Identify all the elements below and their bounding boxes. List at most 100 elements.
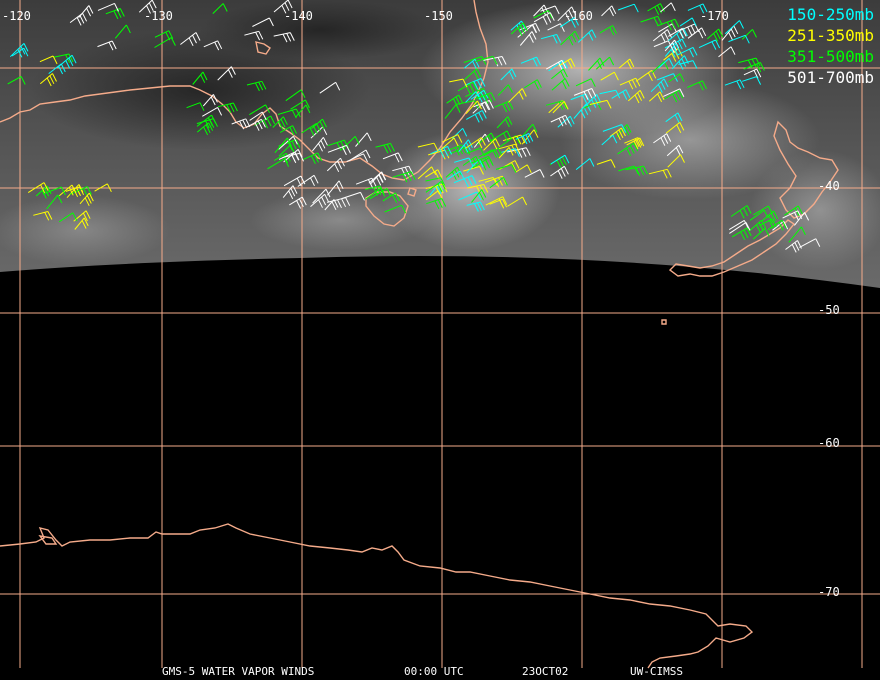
wind-barb <box>326 197 351 209</box>
wind-barb <box>467 184 489 195</box>
wind-barb <box>9 43 29 58</box>
lon-label-120: -120 <box>2 9 31 23</box>
wind-barb <box>483 56 507 67</box>
pressure-level-legend: 150-250mb 251-350mb 351-500mb 501-700mb <box>787 4 874 88</box>
wind-barb <box>465 100 482 115</box>
wind-barb <box>496 116 513 129</box>
wind-barb <box>573 88 597 100</box>
wind-barb <box>601 134 618 146</box>
wind-barb <box>560 30 580 46</box>
wind-barb <box>456 100 479 109</box>
wind-barb <box>114 24 131 39</box>
wind-barb <box>39 55 58 65</box>
wind-barb <box>663 47 683 62</box>
antarctica-island <box>38 535 58 545</box>
wind-barb <box>552 101 569 114</box>
caption-date: 23OCT02 <box>522 665 569 678</box>
wind-barb <box>303 152 323 165</box>
wind-barb <box>27 182 49 194</box>
wind-barb <box>39 73 57 87</box>
wind-barb <box>731 227 752 241</box>
wind-barb <box>273 32 295 43</box>
wind-barb <box>616 124 632 138</box>
lon-label-160: -160 <box>564 9 593 23</box>
wind-barb <box>203 40 223 51</box>
wind-barb <box>471 189 487 203</box>
wind-barb <box>105 8 125 20</box>
wind-barb <box>648 91 665 103</box>
wind-barb <box>369 187 392 200</box>
nz-north-island <box>773 120 839 219</box>
wind-barb <box>507 147 531 158</box>
wind-barb <box>668 73 685 83</box>
wind-barb <box>799 238 821 248</box>
wind-barb <box>301 122 321 136</box>
wind-barb <box>449 78 468 88</box>
wind-barb <box>319 81 341 94</box>
wind-barb <box>524 169 545 178</box>
tasmania-coast <box>365 191 409 227</box>
wind-barb <box>446 144 467 156</box>
wind-barb <box>657 58 674 69</box>
wind-barb <box>617 142 639 157</box>
wind-barb <box>573 103 592 119</box>
wind-barb <box>589 99 612 109</box>
wind-barb <box>706 28 724 42</box>
wind-barb <box>446 170 465 181</box>
wind-barb <box>611 89 631 100</box>
wind-barb <box>97 40 117 51</box>
nz-south-island <box>668 219 796 277</box>
wind-barb <box>547 23 565 32</box>
wind-barb <box>724 79 745 90</box>
wind-barb <box>368 171 386 184</box>
wind-barb <box>42 186 66 196</box>
wind-barb <box>510 22 528 36</box>
water-vapor-imagery <box>0 0 880 288</box>
wind-barb <box>648 168 672 179</box>
wind-barb <box>252 17 274 27</box>
wind-barb <box>743 62 765 73</box>
wind-barb <box>550 114 570 127</box>
caption-time: 00:00 UTC <box>404 665 464 678</box>
wind-barb <box>289 196 307 209</box>
wind-barb <box>600 71 619 81</box>
wind-barb <box>742 76 762 85</box>
wind-barb <box>483 138 500 151</box>
wind-barb <box>577 29 597 43</box>
legend-item-251-350: 251-350mb <box>787 26 874 45</box>
wind-barb <box>272 116 288 130</box>
wind-barb <box>382 152 403 163</box>
wind-barb <box>425 190 443 201</box>
wind-barb <box>326 157 345 173</box>
wind-barb <box>767 219 787 231</box>
wind-barb <box>278 139 301 151</box>
wind-barb <box>664 89 684 103</box>
wind-barb <box>665 112 683 124</box>
wind-barb <box>521 129 539 145</box>
wind-barb <box>382 192 400 203</box>
wind-barb <box>647 3 665 16</box>
wind-barb <box>33 211 53 221</box>
wind-barb <box>430 145 453 158</box>
wind-barb <box>609 127 626 141</box>
wind-barb <box>97 2 119 12</box>
wind-barb <box>540 5 560 15</box>
wind-barb <box>282 185 298 200</box>
wind-barb <box>664 43 681 58</box>
wind-barb <box>285 89 306 102</box>
wind-barb <box>65 186 85 198</box>
image-caption: GMS-5 WATER VAPOR WINDS 00:00 UTC 23OCT0… <box>0 665 880 679</box>
wind-barb <box>278 135 298 150</box>
wind-barb <box>375 142 395 154</box>
wind-barb <box>666 144 684 157</box>
legend-item-351-500: 351-500mb <box>787 47 874 66</box>
wind-barb <box>274 137 292 154</box>
wind-barb <box>324 199 339 211</box>
coastlines <box>0 0 839 669</box>
lat-label-50: -50 <box>818 303 840 317</box>
wind-barb <box>500 68 517 81</box>
wind-barb <box>558 58 576 69</box>
australia-coast <box>0 0 489 181</box>
wind-barb <box>473 133 490 148</box>
wind-barb <box>138 0 157 14</box>
